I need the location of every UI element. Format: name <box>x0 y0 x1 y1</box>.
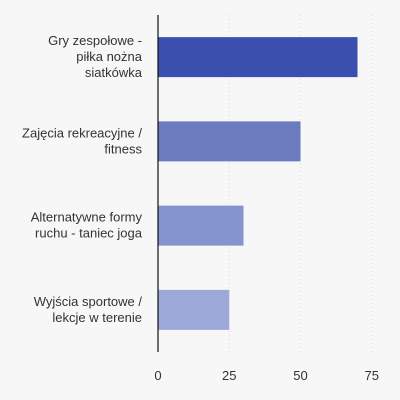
category-label-line: Wyjścia sportowe / <box>34 294 143 309</box>
category-label-line: Gry zespołowe - <box>48 33 142 48</box>
bar <box>158 121 301 162</box>
category-label-line: Alternatywne formy <box>31 210 143 225</box>
x-tick-label: 50 <box>293 368 307 383</box>
category-label-line: fitness <box>104 141 142 156</box>
category-label-line: lekcje w terenie <box>52 310 142 325</box>
x-tick-labels: 0 25 50 75 <box>154 368 379 383</box>
category-label-line: ruchu - taniec joga <box>35 226 143 241</box>
x-tick-label: 25 <box>222 368 236 383</box>
category-label-line: piłka nożna <box>76 49 143 64</box>
x-tick-label: 75 <box>365 368 379 383</box>
category-label: Gry zespołowe -piłka nożna siatkówka <box>48 33 143 80</box>
bar <box>158 205 244 246</box>
bar <box>158 37 358 78</box>
bars <box>158 37 358 330</box>
category-label-line: Zajęcia rekreacyjne / <box>22 125 142 140</box>
category-labels: Gry zespołowe -piłka nożna siatkówka Zajęc… <box>22 33 143 325</box>
category-label: Zajęcia rekreacyjne / fitness <box>22 125 142 156</box>
category-label-line: siatkówka <box>85 65 143 80</box>
category-label: Alternatywne formy ruchu - taniec joga <box>31 210 143 241</box>
bar <box>158 289 230 330</box>
category-label: Wyjścia sportowe / lekcje w terenie <box>34 294 143 325</box>
x-tick-label: 0 <box>154 368 161 383</box>
